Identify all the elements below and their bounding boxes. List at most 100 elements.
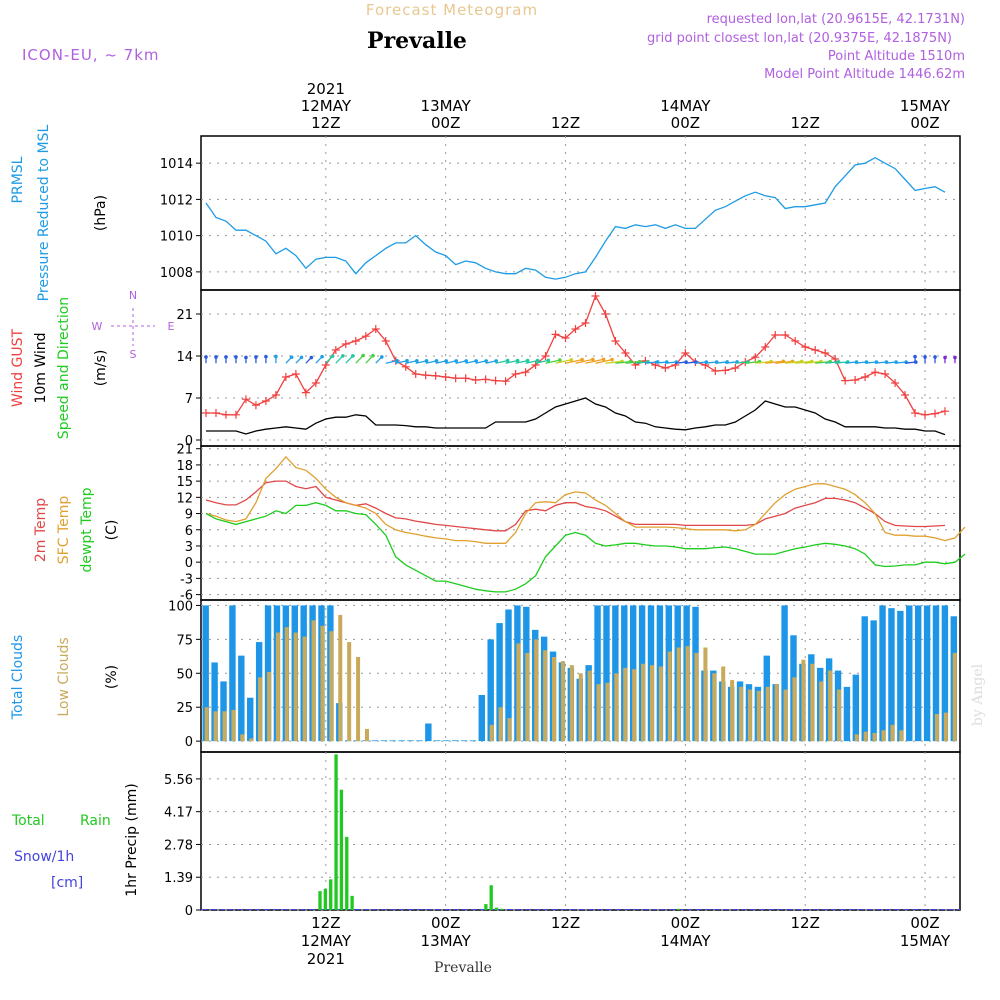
wind-arrow	[575, 358, 593, 364]
low-cloud-bar	[347, 642, 352, 742]
y-tick-label: 1012	[160, 193, 193, 208]
wind-arrow	[665, 361, 677, 364]
wind-arrow	[715, 361, 728, 364]
wind-arrow	[845, 361, 857, 364]
total-cloud-bar	[487, 639, 494, 742]
pressure-label-short: PRMSL	[10, 156, 26, 203]
pressure-panel: 1008 1010 1012 1014 PRMSL Pressure Reduced to…	[10, 124, 961, 301]
gust-marker	[851, 376, 860, 384]
low-cloud-bar	[320, 625, 325, 742]
y-tick-label: 21	[176, 443, 193, 458]
rain-bar	[484, 904, 488, 910]
wind-arrow	[695, 361, 707, 364]
bottom-time-label: 13MAY	[421, 932, 472, 950]
low-cloud-bar	[329, 631, 334, 742]
low-cloud-bar	[685, 646, 690, 742]
top-time-label: 12MAY	[301, 97, 352, 115]
low-cloud-bar	[943, 712, 948, 742]
total-cloud-bar	[941, 605, 949, 742]
low-cloud-bar	[810, 663, 815, 742]
wind-arrow	[565, 358, 583, 364]
wind-arrow-head	[341, 354, 345, 358]
total-cloud-bar	[914, 605, 922, 742]
gust-marker	[621, 349, 630, 357]
gust-marker	[801, 343, 810, 351]
low-cloud-bar	[213, 711, 218, 742]
gust-marker	[931, 409, 940, 418]
gust-marker	[221, 410, 230, 419]
low-cloud-bar	[721, 666, 726, 742]
low-cloud-bar	[739, 686, 744, 742]
y-tick-label: 100	[168, 599, 193, 614]
sfc-temp-label: SFC Temp	[56, 496, 72, 565]
low-cloud-bar	[765, 686, 770, 742]
total-cloud-bar	[380, 740, 388, 742]
wind-arrow-head	[204, 355, 208, 359]
wind-arrow-head	[309, 355, 314, 360]
low-cloud-bar	[569, 665, 574, 742]
gust-marker	[511, 370, 520, 378]
wind-arrow-head	[558, 358, 562, 362]
y-tick-label: 50	[176, 667, 193, 682]
wind-arrow	[855, 361, 867, 364]
y-tick-label: 7	[185, 392, 193, 407]
y-tick-label: 4.17	[164, 806, 193, 821]
low-cloud-bar	[596, 684, 601, 742]
wind-arrow	[865, 361, 877, 364]
gust-marker	[611, 337, 620, 345]
low-cloud-bar	[240, 734, 245, 742]
wind-arrow-head	[214, 355, 218, 359]
compass-letter: E	[168, 320, 175, 333]
info-requested: requested lon,lat (20.9615E, 42.1731N)	[707, 12, 965, 27]
wind-arrow-head	[913, 354, 917, 359]
low-cloud-bar	[222, 711, 227, 742]
y-tick-label: 6	[185, 524, 193, 539]
wind-arrow	[755, 360, 772, 364]
low-cloud-bar	[543, 650, 548, 742]
total-cloud-bar	[460, 740, 468, 742]
gust-marker	[251, 401, 260, 410]
low-cloud-bar	[863, 731, 868, 742]
wind-arrow	[505, 359, 518, 364]
wind-arrow	[555, 359, 572, 364]
low-cloud-bar	[792, 677, 797, 742]
bottom-time-label: 00Z	[671, 914, 700, 932]
gust-marker	[401, 362, 410, 371]
y-tick-label: 9	[185, 508, 193, 523]
low-cloud-bar	[756, 690, 761, 742]
y-tick-label: 0	[185, 904, 193, 919]
gust-marker	[841, 376, 850, 385]
total-cloud-bar	[879, 605, 886, 742]
low-cloud-bar	[204, 707, 209, 742]
dewpt-label: dewpt Temp	[79, 487, 95, 572]
low-cloud-bar	[560, 661, 565, 742]
location-title: Prevalle	[367, 28, 467, 54]
top-time-label: 2021	[307, 80, 345, 98]
low-cloud-bar	[498, 707, 503, 742]
wind-arrow	[415, 360, 427, 364]
top-time-label: 12Z	[311, 114, 340, 132]
wind-arrow	[825, 361, 839, 364]
wind-arrow	[815, 360, 831, 364]
wind-arrow	[735, 361, 748, 364]
low-cloud-bar	[489, 724, 494, 742]
top-time-label: 00Z	[671, 114, 700, 132]
low-cloud-bar	[302, 636, 307, 742]
wind-arrow-head	[474, 359, 478, 363]
low-clouds-label: Low Clouds	[56, 637, 72, 716]
gust-marker	[771, 331, 780, 339]
rain-bar	[676, 908, 681, 910]
rain-bar	[345, 836, 349, 910]
gust-marker	[781, 331, 790, 339]
gust-marker	[311, 379, 320, 387]
model-label: ICON-EU, ~ 7km	[22, 46, 160, 64]
gust-marker	[321, 361, 330, 369]
snow-unit: [cm]	[51, 875, 83, 891]
footer-location: Prevalle	[434, 960, 492, 976]
total-cloud-bar	[407, 740, 414, 742]
wind-arrow-head	[943, 355, 947, 360]
gust-marker	[202, 409, 210, 417]
wind-speed-line	[206, 397, 946, 436]
pressure-unit: (hPa)	[93, 195, 109, 231]
